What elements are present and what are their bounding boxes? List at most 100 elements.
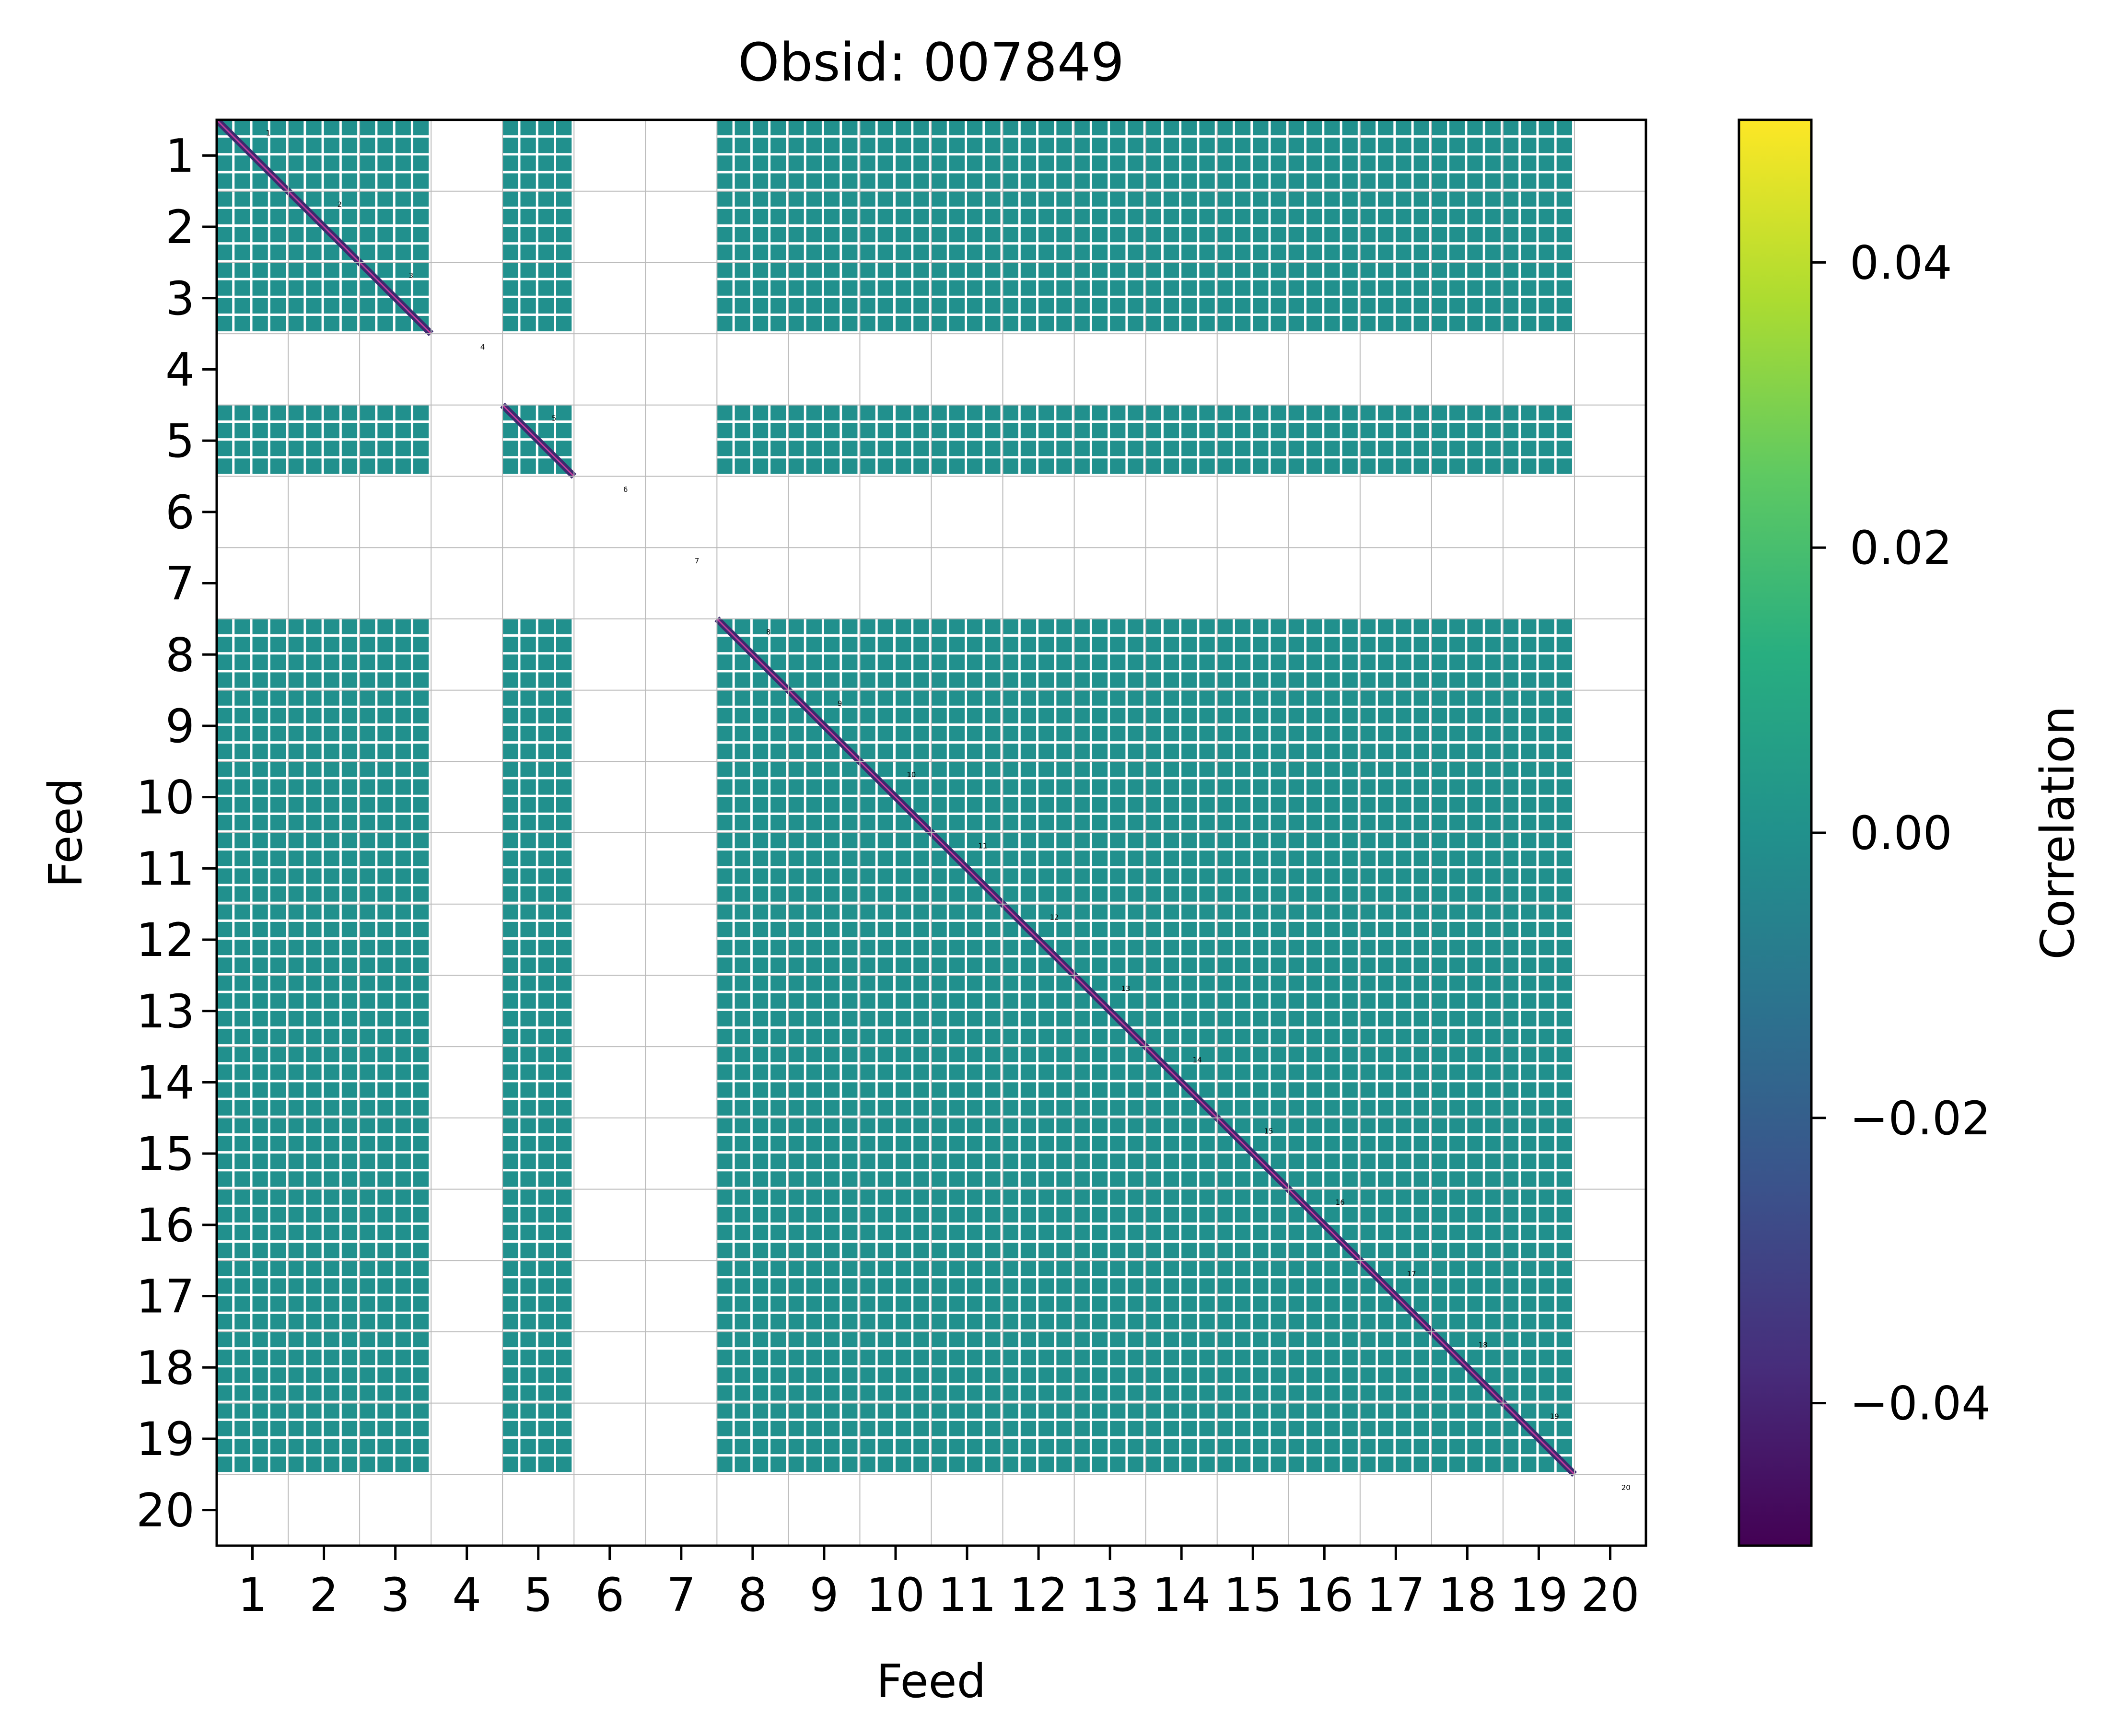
heatmap-cell xyxy=(1145,120,1215,189)
y-tick-label: 3 xyxy=(165,272,195,326)
heatmap-cell xyxy=(931,1403,1001,1472)
heatmap-cell xyxy=(717,1403,786,1472)
heatmap-cell xyxy=(1288,1260,1358,1329)
heatmap-cell xyxy=(1503,191,1572,260)
x-tick-label: 10 xyxy=(866,1568,925,1622)
heatmap-cell xyxy=(1074,690,1143,759)
heatmap-cell xyxy=(288,262,358,332)
colorbar-label: Correlation xyxy=(2031,706,2085,959)
heatmap-cell xyxy=(717,761,786,830)
diagonal-feed-label: 9 xyxy=(838,699,842,708)
heatmap-cell xyxy=(1074,761,1143,830)
heatmap-cell xyxy=(1288,191,1358,260)
heatmap-cell xyxy=(1217,690,1286,759)
heatmap-cell xyxy=(860,833,929,902)
y-tick-label: 12 xyxy=(136,913,195,967)
heatmap-cell xyxy=(931,1189,1001,1258)
heatmap-cell xyxy=(217,1118,286,1187)
heatmap-cell xyxy=(1503,1260,1572,1329)
heatmap-cell xyxy=(1003,120,1072,189)
heatmap-cell xyxy=(288,1260,358,1329)
heatmap-cell xyxy=(502,1189,572,1258)
heatmap-cell xyxy=(1288,1047,1358,1116)
heatmap-cell xyxy=(1360,975,1429,1045)
diagonal-feed-label: 1 xyxy=(266,129,271,138)
heatmap-cell xyxy=(1503,975,1572,1045)
x-tick-label: 14 xyxy=(1152,1568,1211,1622)
y-tick-label: 9 xyxy=(165,699,195,753)
heatmap-cell xyxy=(1360,120,1429,189)
heatmap-cell xyxy=(788,1189,858,1258)
x-tick-label: 2 xyxy=(309,1568,338,1622)
heatmap-cell xyxy=(1003,191,1072,260)
y-tick-label: 14 xyxy=(136,1056,195,1109)
diagonal-feed-label: 7 xyxy=(695,557,700,565)
heatmap-cell xyxy=(860,1403,929,1472)
heatmap-cell xyxy=(360,1260,429,1329)
heatmap-cell xyxy=(1074,1331,1143,1401)
heatmap-cell xyxy=(1145,833,1215,902)
heatmap-cell xyxy=(1217,1331,1286,1401)
x-tick-label: 17 xyxy=(1366,1568,1425,1622)
heatmap-cell xyxy=(860,975,929,1045)
heatmap-cell xyxy=(788,1331,858,1401)
heatmap-cell xyxy=(1003,1189,1072,1258)
heatmap-cell xyxy=(1503,262,1572,332)
heatmap-cell xyxy=(1074,1189,1143,1258)
heatmap-cell xyxy=(931,120,1001,189)
heatmap-cell xyxy=(360,690,429,759)
heatmap-cell xyxy=(1217,262,1286,332)
diagonal-feed-label: 17 xyxy=(1407,1270,1416,1278)
x-tick-label: 16 xyxy=(1295,1568,1353,1622)
heatmap-cell xyxy=(931,618,1001,688)
heatmap-cell xyxy=(1431,1118,1501,1187)
heatmap-cell xyxy=(1288,761,1358,830)
heatmap-cell xyxy=(288,1118,358,1187)
heatmap-cell xyxy=(1217,1403,1286,1472)
y-tick-label: 11 xyxy=(136,842,195,896)
heatmap-cell xyxy=(1217,904,1286,973)
heatmap-cell xyxy=(788,833,858,902)
y-tick-label: 5 xyxy=(165,414,195,468)
heatmap-cell xyxy=(1217,120,1286,189)
heatmap-cell xyxy=(360,1189,429,1258)
heatmap-cell xyxy=(1360,761,1429,830)
plot-frame xyxy=(215,118,1647,1547)
heatmap-cell xyxy=(1003,1403,1072,1472)
heatmap-cell xyxy=(1431,191,1501,260)
heatmap-cell xyxy=(1431,1047,1501,1116)
heatmap-cell xyxy=(860,1260,929,1329)
heatmap-cell xyxy=(788,120,858,189)
heatmap-cell xyxy=(288,1331,358,1401)
heatmap-cell xyxy=(1360,618,1429,688)
heatmap-cell xyxy=(1145,618,1215,688)
heatmap-cell xyxy=(360,1403,429,1472)
heatmap-cell xyxy=(502,1047,572,1116)
heatmap-cell xyxy=(717,262,786,332)
x-tick-label: 3 xyxy=(381,1568,410,1622)
heatmap-cell xyxy=(788,1403,858,1472)
heatmap-cell xyxy=(217,761,286,830)
heatmap-cell xyxy=(1217,761,1286,830)
heatmap-cell xyxy=(860,262,929,332)
heatmap-cell xyxy=(1003,1118,1072,1187)
heatmap-cell xyxy=(1503,1331,1572,1401)
heatmap-cell xyxy=(288,690,358,759)
heatmap-cell xyxy=(1074,191,1143,260)
heatmap-cell xyxy=(788,262,858,332)
diagonal-band xyxy=(217,120,1577,1477)
heatmap-cell xyxy=(1360,1331,1429,1401)
heatmap-cell xyxy=(1074,618,1143,688)
diagonal-feed-label: 4 xyxy=(480,343,485,351)
heatmap-cell xyxy=(1217,405,1286,474)
heatmap-cell xyxy=(931,833,1001,902)
heatmap-cell xyxy=(1145,1260,1215,1329)
heatmap-cell xyxy=(1503,761,1572,830)
x-tick-label: 11 xyxy=(938,1568,996,1622)
heatmap-cell xyxy=(1145,690,1215,759)
heatmap-cell xyxy=(860,405,929,474)
heatmap-cell xyxy=(717,1189,786,1258)
y-tick-label: 20 xyxy=(136,1484,195,1538)
